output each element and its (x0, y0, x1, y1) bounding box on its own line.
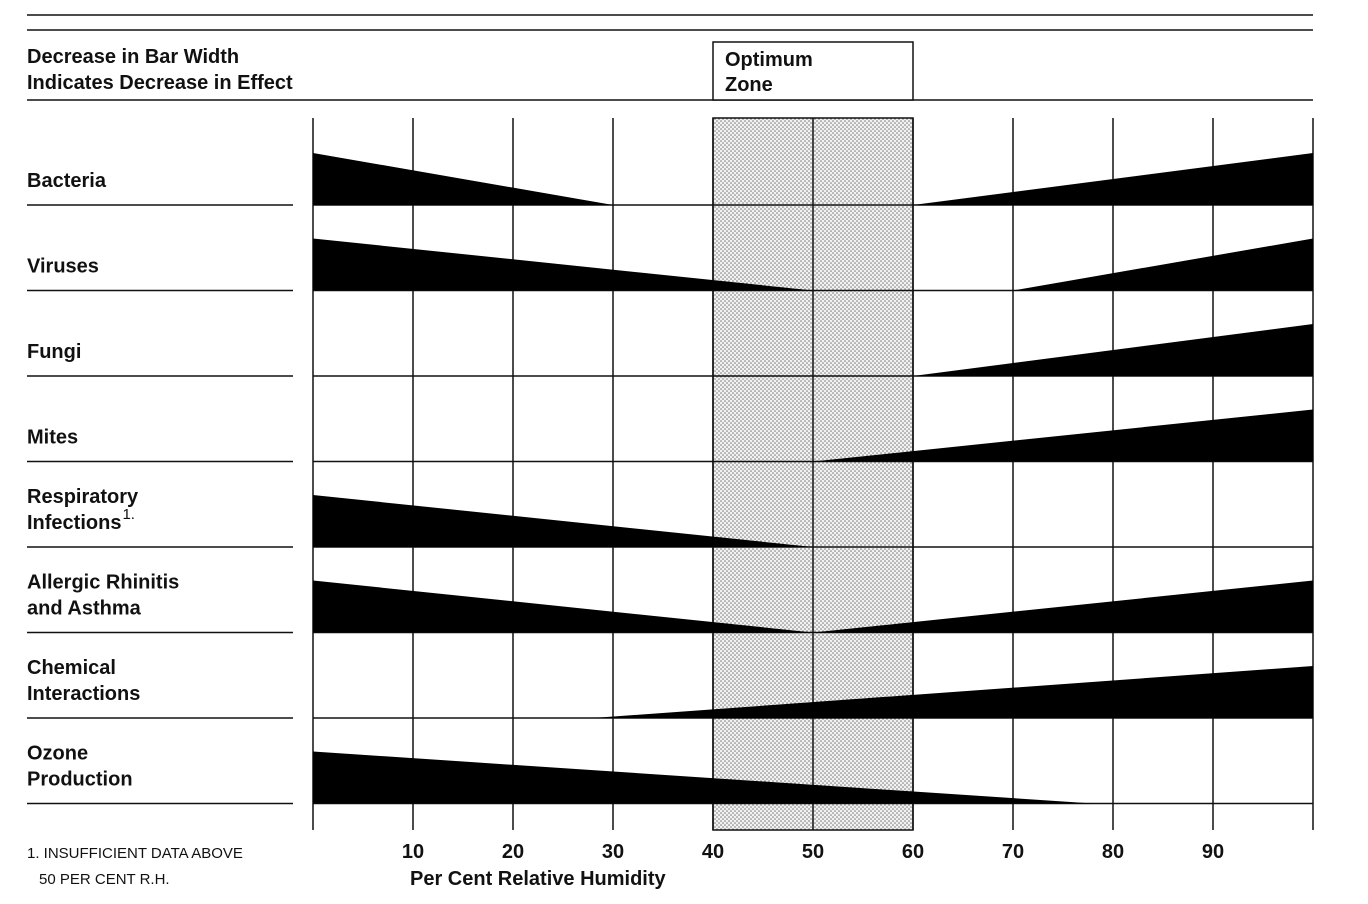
effect-wedge (1013, 238, 1313, 291)
effect-wedge (313, 495, 813, 547)
header-text: Decrease in Bar Width (27, 46, 239, 68)
category-label: Interactions (27, 683, 140, 705)
zone-label: Zone (725, 74, 773, 96)
category-label: Viruses (27, 256, 99, 278)
effect-wedge (593, 666, 1313, 718)
x-tick-label: 40 (702, 841, 724, 863)
effect-wedge (313, 580, 813, 633)
effect-wedge (913, 324, 1313, 376)
category-label: Mites (27, 427, 78, 449)
zone-label: Optimum (725, 49, 813, 71)
footnote-text: 50 PER CENT R.H. (39, 871, 170, 888)
x-tick-label: 50 (802, 841, 824, 863)
x-tick-label: 20 (502, 841, 524, 863)
category-label: Infections (27, 512, 121, 534)
category-label: Production (27, 769, 133, 791)
effect-wedge (813, 409, 1313, 462)
x-tick-label: 60 (902, 841, 924, 863)
x-tick-label: 90 (1202, 841, 1224, 863)
x-tick-label: 30 (602, 841, 624, 863)
x-axis-label: Per Cent Relative Humidity (410, 868, 667, 890)
effect-wedge (813, 580, 1313, 633)
x-tick-label: 10 (402, 841, 424, 863)
footnote-marker: 1. (122, 506, 135, 523)
x-tick-label: 70 (1002, 841, 1024, 863)
category-label: Respiratory (27, 486, 139, 508)
zone-label-box (712, 41, 914, 101)
footnote-text: 1. INSUFFICIENT DATA ABOVE (27, 845, 243, 862)
effect-wedge (313, 153, 613, 205)
x-tick-label: 80 (1102, 841, 1124, 863)
category-label: Allergic Rhinitis (27, 572, 179, 594)
effect-wedge (313, 751, 1093, 804)
category-label: Chemical (27, 657, 116, 679)
category-label: and Asthma (27, 598, 142, 620)
category-label: Fungi (27, 341, 81, 363)
category-label: Ozone (27, 743, 88, 765)
effect-wedge (313, 238, 813, 291)
category-label: Bacteria (27, 170, 107, 192)
header-text: Indicates Decrease in Effect (27, 72, 293, 94)
effect-wedge (913, 153, 1313, 205)
